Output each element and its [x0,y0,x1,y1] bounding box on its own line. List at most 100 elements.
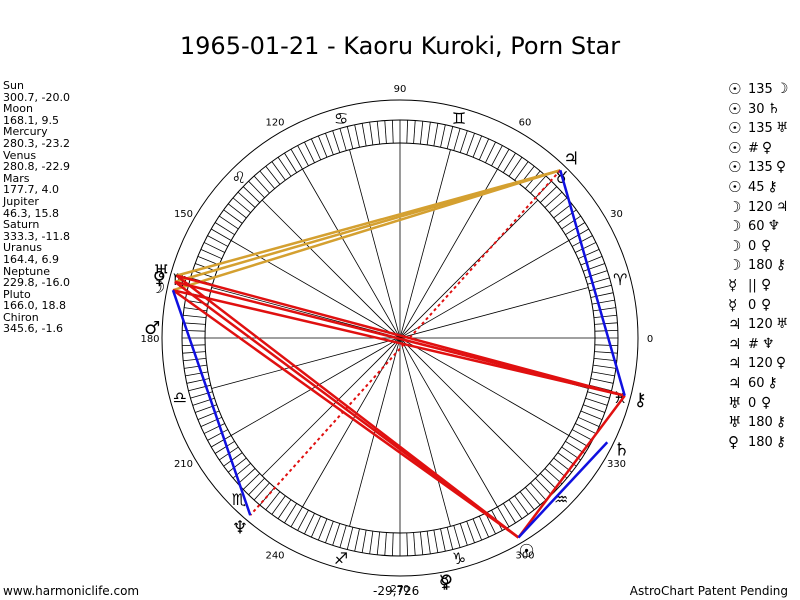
degree-tick [525,487,541,506]
aspect-p1: ♅ [728,413,742,432]
planet-name-chiron: Chiron [3,310,39,324]
degree-tick [446,126,454,149]
aspect-p2: ☽ [775,81,789,97]
degree-tick [259,170,275,189]
planet-position-mars: 177.7, 4.0 [3,183,59,197]
planet-position-saturn: 333.3, -11.8 [3,229,70,243]
degree-tick [186,378,210,384]
degree-label: 0 [647,334,653,345]
degree-tick [361,123,367,147]
degree-tick [472,518,483,541]
zodiac-sign-glyph: ♋ [334,109,348,128]
aspect-row: ☉ 45 ⚷ [728,178,788,198]
degree-label: 90 [394,84,407,95]
degree-tick [242,473,261,490]
degree-tick [590,378,614,384]
aspect-row: ☽ 180 ⚷ [728,256,788,276]
degree-tick [346,527,354,550]
aspect-p2: ♀ [761,276,772,293]
degree-tick [185,371,209,377]
aspect-row: ♃ 60 ⚷ [728,374,788,394]
degree-tick [297,145,309,167]
degree-label: 240 [265,551,284,562]
zodiac-sign-glyph: ♓ [613,388,627,407]
degree-tick [593,314,617,319]
degree-tick [242,186,261,203]
aspect-row: ♃ # ♆ [728,335,788,355]
degree-tick [577,248,600,260]
degree-label: 210 [174,459,193,470]
aspect-p1: ♃ [728,315,742,334]
degree-tick [587,277,610,285]
aspect-angle: 60 [748,375,765,391]
chart-number: -29,726 [373,584,420,598]
degree-tick [508,499,523,519]
degree-label: 30 [610,209,623,220]
aspect-line [172,289,520,539]
aspect-p1: ♅ [728,393,742,412]
degree-tick [369,122,374,145]
patent-notice: AstroChart Patent Pending [629,584,788,598]
planet-glyph: ♂ [144,318,160,339]
degree-tick [580,410,603,421]
degree-tick [182,322,206,325]
aspect-line [174,169,561,284]
degree-tick [440,528,446,552]
aspect-row: ♃ 120 ♀ [728,354,788,374]
degree-tick [549,197,568,213]
degree-label: 120 [265,117,284,128]
aspect-row: ☽ 0 ♀ [728,237,788,257]
aspect-angle: # [748,336,759,352]
aspect-angle: # [748,140,759,156]
aspect-p1: ♀ [728,432,739,451]
degree-tick [384,120,387,144]
degree-tick [593,364,616,369]
aspect-line [517,441,609,539]
degree-tick [514,495,529,515]
degree-tick [544,191,563,208]
degree-tick [466,521,475,543]
aspect-p2: ♀ [761,296,772,313]
degree-tick [223,209,243,224]
degree-tick [583,404,605,413]
degree-tick [214,440,235,454]
aspect-p1: ☉ [728,99,742,118]
degree-tick [207,235,229,247]
zodiac-sign-glyph: ♊ [452,109,466,128]
aspect-angle: 0 [748,238,757,254]
degree-label: 330 [607,459,626,470]
degree-label: 270 [390,584,409,595]
degree-tick [594,322,618,325]
aspect-line [559,169,626,397]
degree-tick [253,482,270,501]
aspect-row: ☿ 0 ♀ [728,296,788,316]
planet-name-mars: Mars [3,171,30,185]
aspect-p2: ♅ [775,120,789,137]
aspect-row: ☉ 30 ♄ [728,100,788,120]
aspect-p2: ♀ [761,394,772,411]
degree-tick [585,270,608,279]
degree-tick [539,473,558,490]
degree-tick [214,222,235,236]
planet-glyph: ♅ [153,261,169,282]
aspect-p1: ☽ [728,236,742,255]
aspect-row: ♃ 120 ♅ [728,315,788,335]
aspect-row: ☽ 60 ♆ [728,217,788,237]
degree-tick [426,531,431,554]
aspect-p2: ⚷ [775,433,787,450]
aspect-angle: 120 [748,356,773,372]
degree-tick [594,344,618,347]
degree-tick [587,391,610,399]
aspect-p1: ☿ [728,295,738,314]
planet-glyph: ♄ [613,439,629,460]
aspect-p1: ☉ [728,80,742,98]
degree-tick [571,235,593,247]
aspect-line [174,280,520,539]
degree-label: 180 [140,334,159,345]
planet-name-moon: Moon [3,102,33,116]
degree-tick [535,477,552,496]
site-link[interactable]: www.harmoniclife.com [3,584,140,598]
zodiac-sign-glyph: ♌ [232,168,246,187]
aspect-row: ☉ 135 ♅ [728,119,788,139]
degree-tick [277,157,292,177]
